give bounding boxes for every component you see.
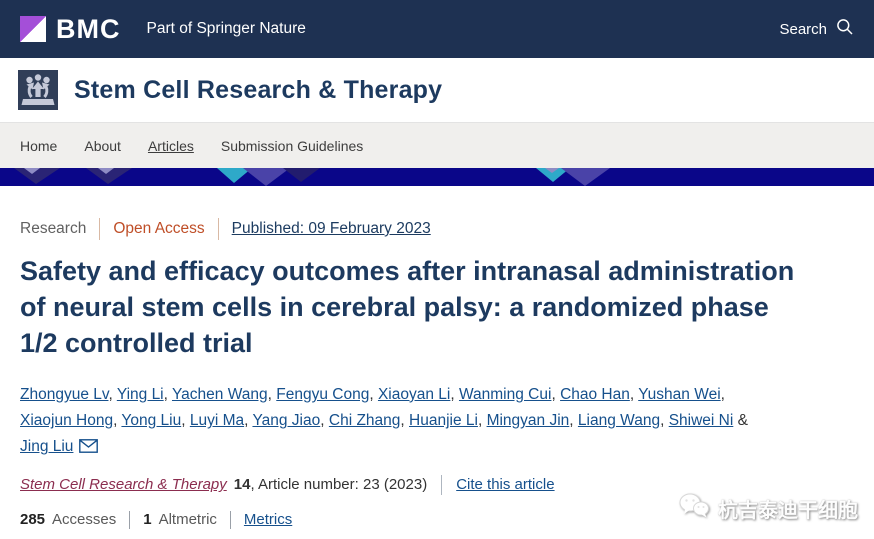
- author-separator: ,: [181, 412, 190, 430]
- springer-nature-tagline: Part of Springer Nature: [146, 20, 306, 37]
- author-separator: ,: [450, 385, 459, 403]
- author-list: Zhongyue Lv, Ying Li, Yachen Wang, Fengy…: [20, 382, 765, 461]
- nav-item-articles[interactable]: Articles: [147, 137, 194, 154]
- search-label: Search: [779, 20, 827, 38]
- citation-row: Stem Cell Research & Therapy 14 , Articl…: [20, 474, 854, 495]
- author-link[interactable]: Zhongyue Lv: [20, 385, 109, 403]
- metrics-divider: [129, 510, 131, 529]
- journal-header: Stem Cell Research & Therapy: [0, 58, 874, 122]
- author-link[interactable]: Fengyu Cong: [276, 385, 370, 403]
- article-title: Safety and efficacy outcomes after intra…: [20, 256, 795, 358]
- journal-title[interactable]: Stem Cell Research & Therapy: [74, 75, 443, 104]
- author-separator: ,: [400, 412, 410, 430]
- author-separator: ,: [108, 385, 117, 403]
- citation-article-number: , Article number: 23 (2023): [250, 476, 428, 494]
- banner-pattern-icon: [0, 168, 874, 186]
- metrics-row: 285 Accesses 1 Altmetric Metrics: [20, 510, 854, 529]
- decorative-banner: [0, 168, 874, 186]
- nav-item-about[interactable]: About: [84, 137, 121, 154]
- author-link[interactable]: Luyi Ma: [189, 412, 245, 430]
- published-date-link[interactable]: Published: 09 February 2023: [231, 220, 431, 237]
- accesses-label: Accesses: [52, 511, 117, 529]
- author-link[interactable]: Yushan Wei: [638, 385, 721, 403]
- open-access-label: Open Access: [113, 220, 205, 237]
- citation-journal-link[interactable]: Stem Cell Research & Therapy: [20, 476, 227, 494]
- author-separator: ,: [320, 412, 329, 430]
- author-link[interactable]: Wanming Cui: [458, 385, 552, 403]
- journal-logo-icon[interactable]: [18, 70, 58, 110]
- nav-item-home[interactable]: Home: [20, 137, 58, 154]
- author-links: Zhongyue Lv, Ying Li, Yachen Wang, Fengy…: [20, 386, 748, 456]
- author-separator: ,: [569, 412, 578, 430]
- author-link[interactable]: Liang Wang: [577, 412, 661, 430]
- author-separator: &: [733, 412, 748, 430]
- author-link[interactable]: Yang Jiao: [252, 412, 321, 430]
- altmetric-label: Altmetric: [158, 511, 217, 529]
- watermark-text: 杭吉泰迪干细胞: [718, 500, 858, 522]
- author-link[interactable]: Xiaoyan Li: [377, 385, 451, 403]
- author-separator: ,: [551, 385, 561, 403]
- wechat-icon: [678, 492, 710, 525]
- citation-volume: 14: [233, 476, 251, 494]
- meta-divider: [217, 218, 219, 240]
- author-link[interactable]: Chao Han: [560, 385, 630, 403]
- bmc-logo-icon[interactable]: [20, 16, 46, 42]
- author-separator: ,: [369, 385, 378, 403]
- article-content: Research Open Access Published: 09 Febru…: [0, 186, 874, 529]
- author-link[interactable]: Huanjie Li: [409, 412, 478, 430]
- article-meta-row: Research Open Access Published: 09 Febru…: [20, 218, 854, 240]
- meta-divider: [99, 218, 101, 240]
- search-button[interactable]: Search: [779, 18, 854, 40]
- author-separator: ,: [244, 412, 253, 430]
- author-separator: ,: [477, 412, 487, 430]
- accesses-value: 285: [20, 511, 46, 529]
- author-separator: ,: [720, 385, 725, 403]
- article-type-label: Research: [20, 220, 87, 237]
- author-link[interactable]: Ying Li: [116, 385, 164, 403]
- cite-this-article-link[interactable]: Cite this article: [456, 476, 555, 494]
- metrics-divider: [229, 510, 231, 529]
- topbar: BMC Part of Springer Nature Search: [0, 0, 874, 58]
- author-link[interactable]: Yachen Wang: [171, 385, 268, 403]
- author-separator: ,: [267, 385, 277, 403]
- nav-item-submission-guidelines[interactable]: Submission Guidelines: [220, 137, 364, 154]
- search-icon: [836, 18, 854, 40]
- watermark: 杭吉泰迪干细胞: [678, 492, 858, 525]
- author-separator: ,: [163, 385, 172, 403]
- journal-navbar: Home About Articles Submission Guidelines: [0, 122, 874, 168]
- author-separator: ,: [629, 385, 639, 403]
- author-link[interactable]: Chi Zhang: [328, 412, 401, 430]
- author-separator: ,: [660, 412, 669, 430]
- metrics-link[interactable]: Metrics: [243, 511, 293, 529]
- author-link[interactable]: Yong Liu: [121, 412, 182, 430]
- altmetric-value: 1: [143, 511, 152, 529]
- author-link[interactable]: Shiwei Ni: [668, 412, 734, 430]
- author-separator: ,: [113, 412, 122, 430]
- citation-divider: [441, 474, 443, 495]
- email-icon[interactable]: [79, 438, 99, 455]
- author-link[interactable]: Mingyan Jin: [486, 412, 570, 430]
- author-link[interactable]: Xiaojun Hong: [20, 412, 114, 430]
- author-link[interactable]: Jing Liu: [20, 438, 74, 456]
- bmc-logo-text[interactable]: BMC: [56, 13, 121, 44]
